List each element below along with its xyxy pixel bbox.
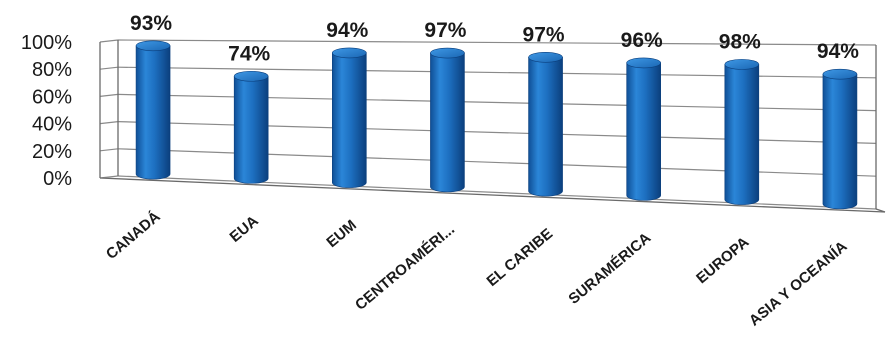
bar-top: [135, 40, 171, 52]
x-tick-label: EUA: [227, 212, 262, 245]
bar-body: [135, 45, 171, 180]
bar: [233, 70, 269, 184]
side-wall-line: [99, 39, 119, 43]
gridline: [117, 93, 877, 112]
y-tick-label: 80%: [32, 59, 72, 81]
y-tick-labels: 0% 20% 40% 60% 80% 100%: [21, 32, 72, 190]
bar-body: [822, 73, 858, 210]
bar: [528, 51, 563, 197]
gridline: [117, 121, 877, 144]
bar-top: [332, 47, 367, 59]
y-tick-label: 60%: [32, 86, 72, 108]
bar: [822, 68, 858, 210]
side-wall-line: [99, 66, 119, 70]
bar-body: [528, 56, 563, 197]
y-tick-label: 100%: [21, 32, 72, 54]
bar: [724, 59, 760, 205]
bar: [430, 47, 465, 193]
bar-top: [822, 68, 858, 80]
x-tick-label: EUROPA: [693, 234, 752, 288]
bar-body: [724, 64, 760, 205]
data-label: 97%: [424, 19, 466, 42]
x-axis-line: [99, 177, 886, 213]
bar: [332, 47, 367, 188]
floor-edge: [875, 208, 886, 213]
bars: [135, 40, 858, 210]
x-tick-label: CENTROAMÉRI...: [352, 221, 458, 314]
gridline: [117, 148, 877, 177]
side-wall-line: [99, 148, 119, 152]
data-label: 94%: [817, 40, 859, 63]
data-labels: 93% 74% 94% 97% 97% 96% 98% 94%: [130, 12, 859, 65]
bar: [626, 57, 661, 201]
y-tick-label: 0%: [43, 168, 72, 190]
bar-body: [430, 52, 465, 193]
side-wall-line: [99, 121, 119, 125]
bar-top: [528, 51, 563, 63]
x-tick-label: SURAMÉRICA: [565, 229, 654, 307]
bar-body: [233, 75, 269, 184]
y-tick-label: 20%: [32, 141, 72, 163]
side-wall-line: [99, 93, 119, 97]
bar-top: [233, 70, 269, 82]
gridline: [117, 39, 877, 46]
gridline: [117, 175, 877, 210]
x-tick-label: EUM: [323, 217, 359, 251]
axis-layer: [99, 40, 886, 213]
gridline: [117, 66, 877, 79]
bar-body: [332, 52, 367, 188]
bar-top: [430, 47, 465, 59]
data-label: 97%: [523, 23, 565, 46]
data-label: 98%: [719, 30, 761, 53]
x-tick-label: EL CARIBE: [483, 225, 556, 290]
data-label: 96%: [621, 29, 663, 52]
bar-body: [626, 62, 661, 201]
x-tick-label: CANADÁ: [103, 208, 164, 263]
data-label: 93%: [130, 12, 172, 35]
x-tick-label: ASIA Y OCEANÍA: [746, 238, 851, 330]
bar-top: [626, 57, 661, 69]
data-label: 94%: [326, 19, 368, 42]
bar-top: [724, 59, 760, 70]
y-tick-label: 40%: [32, 114, 72, 136]
data-label: 74%: [228, 42, 270, 65]
bar: [135, 40, 171, 180]
